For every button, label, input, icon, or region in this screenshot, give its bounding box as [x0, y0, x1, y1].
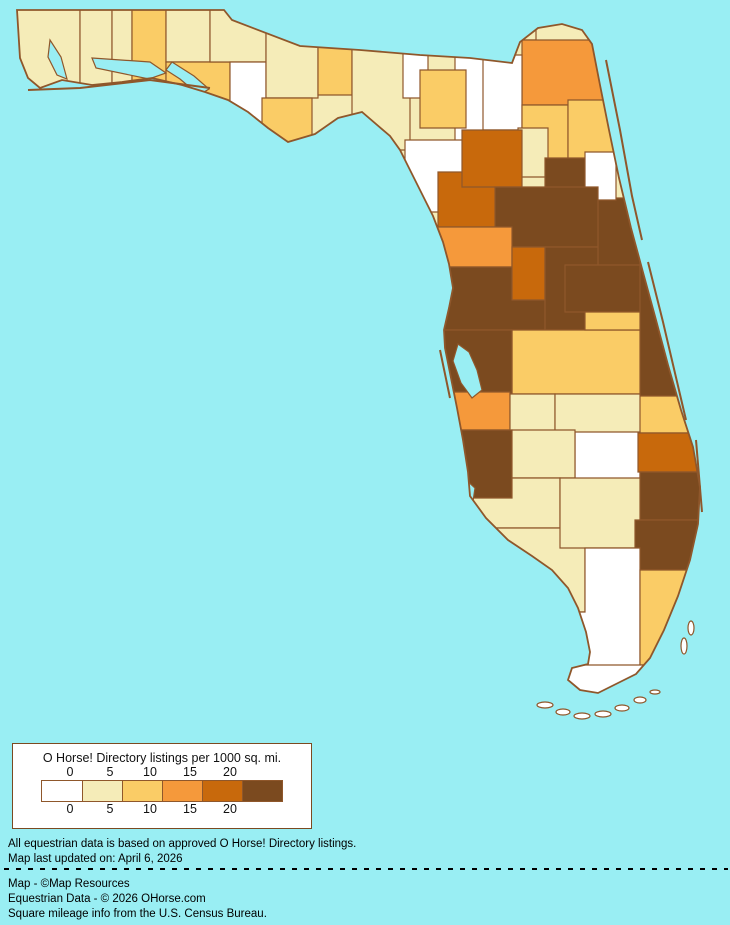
choctawhatchee-bay-water	[91, 57, 168, 80]
region-jefferson	[419, 69, 467, 129]
key-island-6	[633, 696, 647, 704]
key-island-7	[649, 689, 661, 695]
region-hendry	[559, 477, 647, 549]
legend-swatch-5	[202, 781, 242, 801]
key-island-1	[536, 701, 554, 709]
pinellas-barrier-island	[439, 349, 451, 399]
region-sumter	[511, 246, 546, 301]
region-volusia	[597, 197, 663, 269]
northeast-barrier-island	[605, 59, 643, 241]
legend-tick: 10	[143, 802, 157, 816]
region-st-lucie	[637, 395, 700, 434]
legend-tick: 0	[66, 802, 74, 816]
tampa-bay-water	[452, 343, 483, 399]
legend-swatch-1	[42, 781, 82, 801]
key-island-9	[687, 620, 695, 636]
region-broward	[634, 519, 700, 571]
dashed-separator	[4, 868, 728, 870]
legend-tick: 5	[106, 765, 114, 779]
key-island-8	[680, 637, 688, 655]
data-credit: Equestrian Data - © 2026 OHorse.com	[8, 893, 206, 905]
legend-tick: 15	[183, 765, 197, 779]
legend-swatch-2	[82, 781, 122, 801]
legend-ticks-bottom: 0 5 10 15 20	[41, 802, 281, 817]
map-credit: Map - ©Map Resources	[8, 878, 130, 890]
legend-tick: 15	[183, 802, 197, 816]
region-nassau	[535, 19, 605, 43]
legend-tick: 0	[66, 765, 74, 779]
region-martin	[637, 432, 700, 473]
region-duval	[521, 39, 616, 106]
key-island-3	[573, 712, 591, 720]
region-polk	[511, 329, 649, 395]
key-island-4	[594, 710, 612, 718]
legend-title: O Horse! Directory listings per 1000 sq.…	[42, 751, 282, 765]
palm-beach-barrier-island	[695, 439, 703, 513]
region-citrus	[434, 226, 513, 268]
region-holmes-washington	[165, 10, 211, 63]
data-source-note: All equestrian data is based on approved…	[8, 838, 357, 850]
region-baker	[482, 54, 523, 131]
region-osceola	[584, 311, 649, 331]
key-island-5	[614, 704, 630, 712]
legend-swatch-6	[242, 781, 282, 801]
region-escambia	[17, 10, 81, 136]
legend-tick: 20	[223, 765, 237, 779]
region-leon	[351, 29, 411, 151]
region-desoto	[511, 429, 576, 479]
region-brevard-indian-river	[639, 261, 699, 399]
region-jackson	[209, 10, 267, 63]
legend-panel: O Horse! Directory listings per 1000 sq.…	[12, 743, 312, 829]
legend-swatch-4	[162, 781, 202, 801]
florida-choropleth-map	[16, 9, 703, 720]
census-credit: Square mileage info from the U.S. Census…	[8, 908, 267, 920]
state-outline	[16, 9, 701, 694]
legend-ticks-top: 0 5 10 15 20	[41, 765, 281, 780]
legend-swatch-3	[122, 781, 162, 801]
region-monroe-mainland	[515, 664, 667, 693]
region-alachua	[461, 129, 523, 188]
legend-tick: 10	[143, 765, 157, 779]
region-orange-seminole	[564, 264, 651, 313]
last-updated-note: Map last updated on: April 6, 2026	[8, 853, 183, 865]
escambia-bay-water	[47, 38, 68, 81]
legend-color-ramp	[41, 780, 283, 802]
region-hardee	[509, 393, 556, 433]
key-island-2	[555, 708, 571, 716]
region-palm-beach	[639, 471, 700, 521]
legend-tick: 20	[223, 802, 237, 816]
state-land	[17, 10, 700, 693]
region-glades	[574, 431, 641, 486]
region-miami-dade	[639, 569, 700, 666]
region-sarasota	[447, 429, 513, 501]
indian-river-lagoon-island	[647, 261, 687, 421]
region-liberty	[265, 10, 319, 99]
legend-tick: 5	[106, 802, 114, 816]
